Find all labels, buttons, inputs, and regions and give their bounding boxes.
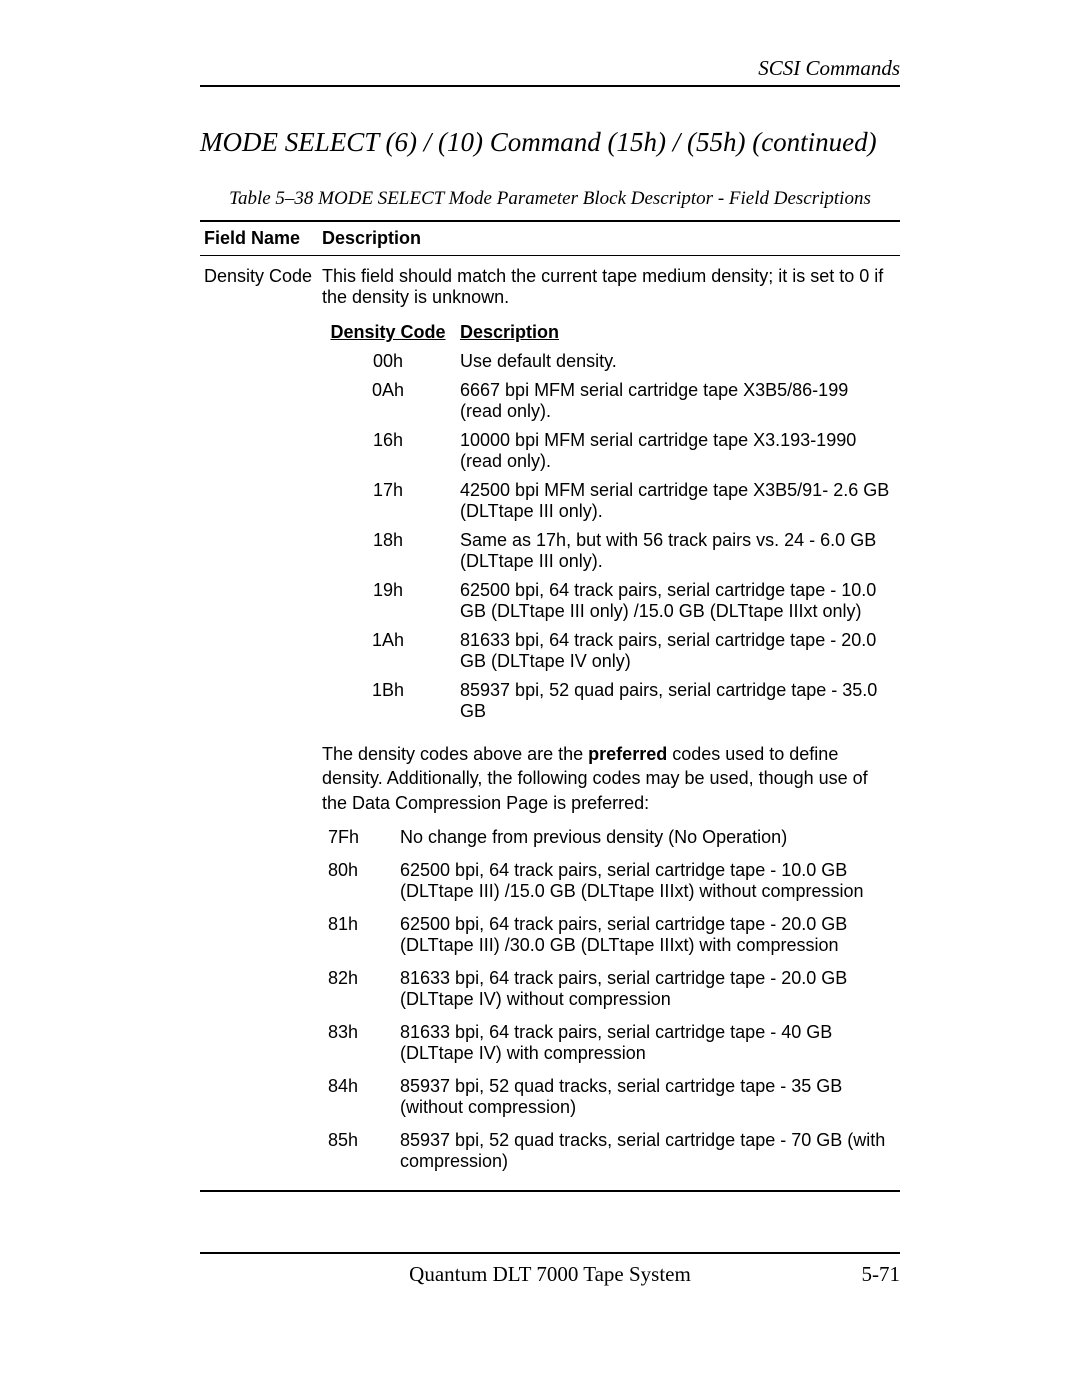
section-title: MODE SELECT (6) / (10) Command (15h) / (… (200, 127, 900, 158)
density-desc: 42500 bpi MFM serial cartridge tape X3B5… (454, 476, 896, 526)
density-code: 1Bh (322, 676, 454, 726)
alt-code: 80h (322, 854, 394, 908)
alt-row: 83h 81633 bpi, 64 track pairs, serial ca… (322, 1016, 896, 1070)
note-pre: The density codes above are the (322, 744, 588, 764)
alt-desc: 85937 bpi, 52 quad tracks, serial cartri… (394, 1124, 896, 1178)
alt-desc: 62500 bpi, 64 track pairs, serial cartri… (394, 854, 896, 908)
field-table: Field Name Description Density Code This… (200, 220, 900, 1192)
alt-desc: 62500 bpi, 64 track pairs, serial cartri… (394, 908, 896, 962)
footer-rule (200, 1252, 900, 1254)
alt-code: 84h (322, 1070, 394, 1124)
density-desc: 62500 bpi, 64 track pairs, serial cartri… (454, 576, 896, 626)
alt-row: 80h 62500 bpi, 64 track pairs, serial ca… (322, 854, 896, 908)
density-desc: 10000 bpi MFM serial cartridge tape X3.1… (454, 426, 896, 476)
alt-desc: 85937 bpi, 52 quad tracks, serial cartri… (394, 1070, 896, 1124)
density-desc: 6667 bpi MFM serial cartridge tape X3B5/… (454, 376, 896, 426)
alt-row: 84h 85937 bpi, 52 quad tracks, serial ca… (322, 1070, 896, 1124)
alt-desc: 81633 bpi, 64 track pairs, serial cartri… (394, 1016, 896, 1070)
table-header-row: Field Name Description (200, 221, 900, 256)
alt-desc: No change from previous density (No Oper… (394, 821, 896, 854)
alt-code: 85h (322, 1124, 394, 1178)
density-row: 18h Same as 17h, but with 56 track pairs… (322, 526, 896, 576)
running-head: SCSI Commands (200, 56, 900, 87)
density-code: 18h (322, 526, 454, 576)
density-desc: 81633 bpi, 64 track pairs, serial cartri… (454, 626, 896, 676)
table-caption: Table 5–38 MODE SELECT Mode Parameter Bl… (200, 188, 900, 210)
alt-code-table: 7Fh No change from previous density (No … (322, 821, 896, 1178)
density-code-table: Density Code Description 00h Use default… (322, 318, 896, 726)
footer-page: 5-71 (820, 1262, 900, 1287)
footer: Quantum DLT 7000 Tape System 5-71 (200, 1262, 900, 1287)
col-header-field: Field Name (200, 221, 318, 256)
note-paragraph: The density codes above are the preferre… (322, 742, 896, 815)
alt-row: 81h 62500 bpi, 64 track pairs, serial ca… (322, 908, 896, 962)
inner-header-row: Density Code Description (322, 318, 896, 347)
footer-left (200, 1262, 280, 1287)
density-code: 00h (322, 347, 454, 376)
table-row: Density Code This field should match the… (200, 256, 900, 1188)
density-desc: Use default density. (454, 347, 896, 376)
inner-header-code: Density Code (322, 318, 454, 347)
note-bold: preferred (588, 744, 667, 764)
alt-code: 82h (322, 962, 394, 1016)
density-row: 0Ah 6667 bpi MFM serial cartridge tape X… (322, 376, 896, 426)
density-row: 00h Use default density. (322, 347, 896, 376)
col-header-desc: Description (318, 221, 900, 256)
density-code: 17h (322, 476, 454, 526)
alt-row: 85h 85937 bpi, 52 quad tracks, serial ca… (322, 1124, 896, 1178)
alt-code: 81h (322, 908, 394, 962)
inner-header-desc: Description (454, 318, 896, 347)
page: SCSI Commands MODE SELECT (6) / (10) Com… (0, 0, 1080, 1397)
density-row: 17h 42500 bpi MFM serial cartridge tape … (322, 476, 896, 526)
density-code: 1Ah (322, 626, 454, 676)
table-bottom-rule (200, 1188, 900, 1191)
density-row: 16h 10000 bpi MFM serial cartridge tape … (322, 426, 896, 476)
footer-center: Quantum DLT 7000 Tape System (280, 1262, 820, 1287)
density-row: 1Bh 85937 bpi, 52 quad pairs, serial car… (322, 676, 896, 726)
density-row: 1Ah 81633 bpi, 64 track pairs, serial ca… (322, 626, 896, 676)
density-desc: Same as 17h, but with 56 track pairs vs.… (454, 526, 896, 576)
density-row: 19h 62500 bpi, 64 track pairs, serial ca… (322, 576, 896, 626)
intro-text: This field should match the current tape… (322, 266, 896, 308)
density-code: 19h (322, 576, 454, 626)
cell-field-name: Density Code (200, 256, 318, 1188)
density-code: 0Ah (322, 376, 454, 426)
alt-desc: 81633 bpi, 64 track pairs, serial cartri… (394, 962, 896, 1016)
density-desc: 85937 bpi, 52 quad pairs, serial cartrid… (454, 676, 896, 726)
alt-code: 83h (322, 1016, 394, 1070)
alt-row: 7Fh No change from previous density (No … (322, 821, 896, 854)
cell-description: This field should match the current tape… (318, 256, 900, 1188)
alt-code: 7Fh (322, 821, 394, 854)
alt-row: 82h 81633 bpi, 64 track pairs, serial ca… (322, 962, 896, 1016)
density-code: 16h (322, 426, 454, 476)
